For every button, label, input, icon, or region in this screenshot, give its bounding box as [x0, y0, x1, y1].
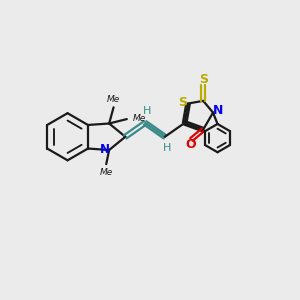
Text: Me: Me [133, 114, 146, 123]
Text: N: N [212, 104, 223, 117]
Text: O: O [185, 138, 196, 151]
Text: N: N [99, 143, 110, 157]
Text: H: H [163, 142, 171, 153]
Text: H: H [143, 106, 152, 116]
Text: Me: Me [100, 168, 113, 177]
Text: S: S [178, 95, 187, 109]
Text: Me: Me [107, 95, 121, 104]
Text: S: S [199, 73, 208, 86]
